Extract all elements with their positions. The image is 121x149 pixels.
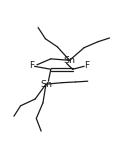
Text: Sn: Sn xyxy=(40,80,52,89)
Text: Sn: Sn xyxy=(64,56,76,65)
Text: F: F xyxy=(84,61,89,70)
Text: F: F xyxy=(30,61,35,70)
